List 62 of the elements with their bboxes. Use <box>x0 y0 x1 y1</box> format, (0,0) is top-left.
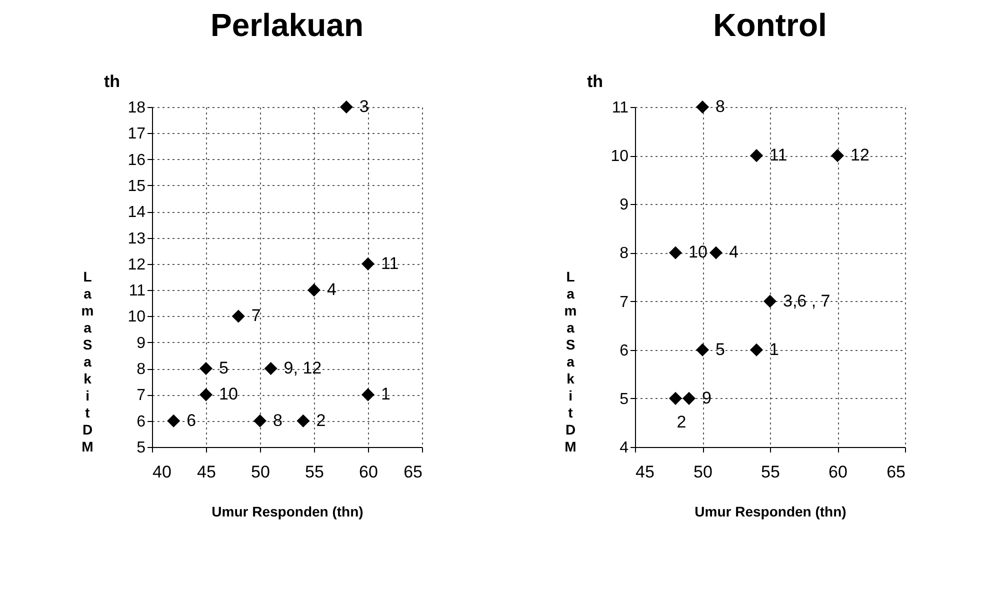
annotation: 12 <box>850 146 870 165</box>
x-tick-label: 60 <box>359 462 378 482</box>
annotation: 7 <box>251 306 261 326</box>
x-tick-label: 45 <box>197 462 216 482</box>
y-tick-label: 17 <box>128 126 146 143</box>
y-tick-label: 5 <box>620 390 629 408</box>
y-tick-label: 10 <box>128 308 146 326</box>
annotation: 8 <box>716 97 725 116</box>
x-axis-title: Umur Responden (thn) <box>212 504 364 520</box>
y-tick-label: 11 <box>128 282 146 300</box>
annotation: 2 <box>316 410 326 430</box>
y-tick-label: 15 <box>128 178 146 195</box>
x-axis-title: Umur Responden (thn) <box>694 504 846 520</box>
y-tick-label: 18 <box>128 100 146 116</box>
x-tick-label: 60 <box>828 462 848 482</box>
annotation: 5 <box>219 358 228 378</box>
y-tick-label: 7 <box>620 294 629 311</box>
y-tick-label: 4 <box>620 440 629 456</box>
annotation: 6 <box>186 410 196 430</box>
x-tick-label: 50 <box>694 462 712 482</box>
annotation: 3,6 , 7 <box>783 291 830 310</box>
chart-title: Kontrol <box>713 7 827 43</box>
x-tick-label: 55 <box>761 462 780 482</box>
annotation: 9 <box>702 388 712 408</box>
annotation: 1 <box>381 384 390 404</box>
x-tick-label: 55 <box>305 462 324 482</box>
annotation: 4 <box>327 280 336 300</box>
y-tick-label: 7 <box>136 387 146 404</box>
annotation: 11 <box>770 146 788 165</box>
y-tick-label: 14 <box>128 204 146 222</box>
x-tick-label: 65 <box>404 462 422 482</box>
annotation: 1 <box>770 340 779 359</box>
annotation: 4 <box>729 242 738 262</box>
x-tick-label: 50 <box>251 462 270 482</box>
y-tick-label: 12 <box>128 256 146 274</box>
y-tick-label: 13 <box>128 230 146 248</box>
y-tick-label: 8 <box>620 245 629 262</box>
text: th <box>104 72 120 91</box>
annotation: 8 <box>273 410 282 430</box>
y-tick-label: 9 <box>136 334 146 352</box>
y-tick-label: 10 <box>610 148 629 166</box>
text: Lama Sakit DM <box>81 268 94 454</box>
annotation: 3 <box>359 97 369 116</box>
x-tick-label: 65 <box>886 462 906 482</box>
y-tick-label: 6 <box>136 413 146 430</box>
x-tick-label: 45 <box>636 462 654 482</box>
text: th <box>586 72 604 91</box>
y-tick-label: 6 <box>620 342 629 360</box>
y-tick-label: 5 <box>136 440 146 456</box>
annotation: 9, 12 <box>284 358 322 378</box>
text: Lama Sakit DM <box>564 268 577 454</box>
y-tick-label: 9 <box>620 196 629 214</box>
y-tick-label: 8 <box>136 361 146 378</box>
annotation: 10 <box>219 384 238 404</box>
annotation: 2 <box>676 412 686 432</box>
annotation: 11 <box>381 254 399 273</box>
chart-title: Perlakuan <box>210 7 364 43</box>
x-tick-label: 40 <box>152 462 172 482</box>
annotation: 5 <box>716 340 725 359</box>
annotation: 10 <box>688 242 708 262</box>
y-tick-label: 11 <box>612 100 629 116</box>
y-tick-label: 16 <box>128 152 146 169</box>
